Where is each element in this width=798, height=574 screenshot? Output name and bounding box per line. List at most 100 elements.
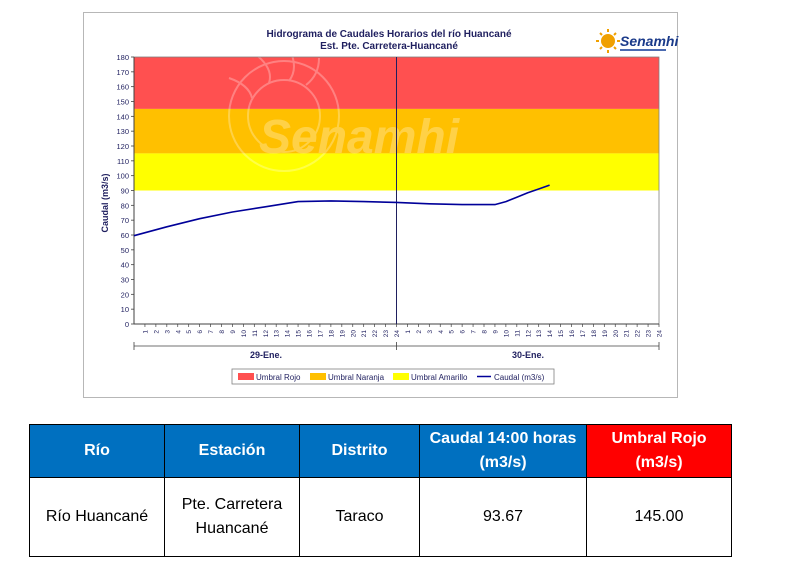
cell-umbral-rojo: 145.00 xyxy=(586,477,732,557)
y-tick-label: 60 xyxy=(121,231,129,240)
y-tick-label: 40 xyxy=(121,261,129,270)
x-tick-label: 9 xyxy=(492,330,499,334)
y-tick-labels: 0 10 20 30 40 50 60 70 80 90 100 110 120 130 140 150 160… xyxy=(116,53,134,329)
series-line-caudal xyxy=(133,184,550,237)
x-tick-label: 19 xyxy=(602,330,609,338)
y-axis-label: Caudal (m3/s) xyxy=(100,173,110,232)
chart-subtitle: Est. Pte. Carretera-Huancané xyxy=(320,41,458,52)
x-tick-label: 1 xyxy=(142,330,149,334)
x-tick-label: 21 xyxy=(361,330,368,338)
y-tick-label: 170 xyxy=(116,68,129,77)
y-tick-label: 80 xyxy=(121,201,129,210)
legend-label-naranja: Umbral Naranja xyxy=(328,373,385,382)
header-rio: Río xyxy=(29,424,165,478)
x-tick-label: 11 xyxy=(252,330,259,337)
series-layer xyxy=(133,184,550,237)
x-tick-label: 10 xyxy=(241,330,248,338)
x-tick-label: 13 xyxy=(274,330,281,338)
x-tick-label: 6 xyxy=(197,330,204,334)
x-tick-label: 22 xyxy=(635,330,642,338)
x-tick-label: 2 xyxy=(416,330,423,334)
x-tick-label: 24 xyxy=(394,330,401,338)
x-tick-label: 15 xyxy=(296,330,303,338)
legend-swatch-amarillo xyxy=(393,373,409,380)
x-tick-label: 10 xyxy=(503,330,510,338)
cell-caudal: 93.67 xyxy=(419,477,587,557)
header-distrito: Distrito xyxy=(299,424,420,478)
watermark: Senamhi xyxy=(228,47,461,172)
x-tick-label: 20 xyxy=(350,330,357,338)
y-tick-label: 140 xyxy=(116,112,129,121)
x-tick-label: 20 xyxy=(613,330,620,338)
y-tick-label: 90 xyxy=(121,187,129,196)
y-tick-label: 70 xyxy=(121,216,129,225)
x-tick-label: 23 xyxy=(646,330,653,338)
x-tick-label: 11 xyxy=(514,330,521,337)
y-tick-label: 0 xyxy=(125,320,129,329)
x-tick-label: 5 xyxy=(449,330,456,334)
x-tick-label: 19 xyxy=(339,330,346,338)
legend-label-rojo: Umbral Rojo xyxy=(256,373,301,382)
x-tick-label: 9 xyxy=(230,330,237,334)
legend-swatch-rojo xyxy=(238,373,254,380)
x-tick-label: 7 xyxy=(471,330,478,334)
hydrograph-chart: Senamhi 0 10 20 30 40 50 60 70 80 90 100 110 120 130 1… xyxy=(83,12,679,398)
y-tick-label: 120 xyxy=(116,142,129,151)
x-tick-label: 17 xyxy=(580,330,587,338)
cell-rio: Río Huancané xyxy=(29,477,165,557)
legend-swatch-naranja xyxy=(310,373,326,380)
x-tick-label: 6 xyxy=(460,330,467,334)
x-tick-label: 22 xyxy=(372,330,379,338)
x-tick-label: 16 xyxy=(307,330,314,338)
x-tick-label: 21 xyxy=(624,330,631,338)
x-tick-label: 3 xyxy=(427,330,434,334)
sun-logo-icon xyxy=(596,29,620,53)
y-tick-label: 30 xyxy=(121,276,129,285)
x-tick-label: 3 xyxy=(164,330,171,334)
x-tick-label: 23 xyxy=(383,330,390,338)
logo-text: Senamhi xyxy=(620,33,679,49)
x-tick-label: 14 xyxy=(547,330,554,338)
header-estacion: Estación xyxy=(164,424,300,478)
cell-distrito: Taraco xyxy=(299,477,420,557)
watermark-sun-icon xyxy=(228,47,340,172)
day-label-29-ene: 29-Ene. xyxy=(250,350,282,360)
header-caudal: Caudal 14:00 horas (m3/s) xyxy=(419,424,587,478)
x-tick-label: 13 xyxy=(536,330,543,338)
x-tick-label: 1 xyxy=(405,330,412,334)
x-tick-label: 12 xyxy=(263,330,270,338)
x-tick-label: 15 xyxy=(558,330,565,338)
x-tick-label: 18 xyxy=(591,330,598,338)
table-row: Río Huancané Pte. Carretera Huancané Tar… xyxy=(29,477,732,557)
y-tick-label: 180 xyxy=(116,53,129,62)
legend-label-caudal: Caudal (m3/s) xyxy=(494,373,545,382)
day-label-30-ene: 30-Ene. xyxy=(512,350,544,360)
x-tick-label: 24 xyxy=(657,330,664,338)
y-tick-label: 100 xyxy=(116,172,129,181)
chart-title: Hidrograma de Caudales Horarios del río … xyxy=(266,29,512,40)
x-tick-label: 8 xyxy=(482,330,489,334)
y-tick-label: 50 xyxy=(121,246,129,255)
header-umbral-rojo: Umbral Rojo (m3/s) xyxy=(586,424,732,478)
chart-legend: Umbral Rojo Umbral Naranja Umbral Amaril… xyxy=(231,368,555,385)
y-tick-label: 150 xyxy=(116,98,129,107)
x-tick-label: 2 xyxy=(153,330,160,334)
x-tick-label: 18 xyxy=(328,330,335,338)
x-tick-label: 14 xyxy=(285,330,292,338)
x-tick-label: 16 xyxy=(569,330,576,338)
cell-estacion: Pte. Carretera Huancané xyxy=(164,477,300,557)
legend-label-amarillo: Umbral Amarillo xyxy=(411,373,468,382)
y-tick-label: 160 xyxy=(116,83,129,92)
x-tick-label: 8 xyxy=(219,330,226,334)
senamhi-logo: Senamhi xyxy=(596,29,679,53)
logo-tagline-mark xyxy=(620,49,666,51)
x-tick-label: 17 xyxy=(317,330,324,338)
x-tick-labels: 1 2 3 4 5 6 7 8 9 10 11 12 13 14 15 16 17 18 19 20 21 22 23 24 1… xyxy=(142,324,664,338)
x-tick-label: 5 xyxy=(186,330,193,334)
x-tick-label: 4 xyxy=(175,330,182,334)
station-table: Río Estación Distrito Caudal 14:00 horas… xyxy=(29,424,732,557)
hydrograph-svg: Senamhi 01020304050607080901001101201301… xyxy=(100,29,679,385)
y-tick-label: 20 xyxy=(121,290,129,299)
y-tick-label: 130 xyxy=(116,127,129,136)
x-tick-label: 12 xyxy=(525,330,532,338)
